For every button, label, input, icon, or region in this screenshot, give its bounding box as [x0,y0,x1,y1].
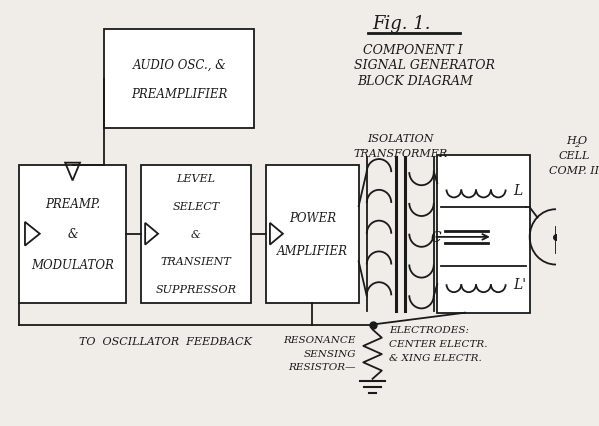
Text: &: & [67,227,78,241]
Text: O: O [578,135,587,146]
Text: TRANSIENT: TRANSIENT [161,257,231,267]
Text: AUDIO OSC., &: AUDIO OSC., & [132,58,226,71]
Text: H: H [567,135,576,146]
Bar [266,165,359,303]
Bar [141,165,250,303]
Text: POWER: POWER [289,211,336,224]
Text: SUPPRESSOR: SUPPRESSOR [156,284,237,294]
Text: TO  OSCILLATOR  FEEDBACK: TO OSCILLATOR FEEDBACK [80,337,252,347]
Text: SENSING: SENSING [304,349,356,358]
Text: CENTER ELECTR.: CENTER ELECTR. [389,339,488,348]
Text: ISOLATION: ISOLATION [367,134,434,144]
Text: BLOCK DIAGRAM: BLOCK DIAGRAM [357,75,473,88]
Text: &: & [191,229,201,239]
Text: MODULATOR: MODULATOR [31,258,114,271]
Text: COMP. II: COMP. II [549,165,599,175]
Text: PREAMPLIFIER: PREAMPLIFIER [131,88,228,101]
Text: ELECTRODES:: ELECTRODES: [389,325,469,334]
Bar [437,155,530,313]
Text: L': L' [513,278,526,291]
Text: PREAMP.: PREAMP. [45,197,100,210]
Text: 2: 2 [574,141,579,149]
Text: C: C [430,230,441,244]
Text: SIGNAL GENERATOR: SIGNAL GENERATOR [354,59,495,72]
Bar [19,165,126,303]
Text: COMPONENT I: COMPONENT I [364,43,463,57]
Text: RESONANCE: RESONANCE [283,335,356,344]
Text: SELECT: SELECT [173,201,220,212]
Text: RESISTOR—: RESISTOR— [288,363,356,371]
Text: LEVEL: LEVEL [177,174,216,184]
Text: AMPLIFIER: AMPLIFIER [277,244,348,257]
Text: CELL: CELL [558,150,590,160]
Text: TRANSFORMER: TRANSFORMER [353,148,447,158]
Text: L: L [513,183,522,197]
Bar [104,30,254,129]
Text: & XING ELECTR.: & XING ELECTR. [389,353,482,362]
Text: Fig. 1.: Fig. 1. [373,15,431,33]
